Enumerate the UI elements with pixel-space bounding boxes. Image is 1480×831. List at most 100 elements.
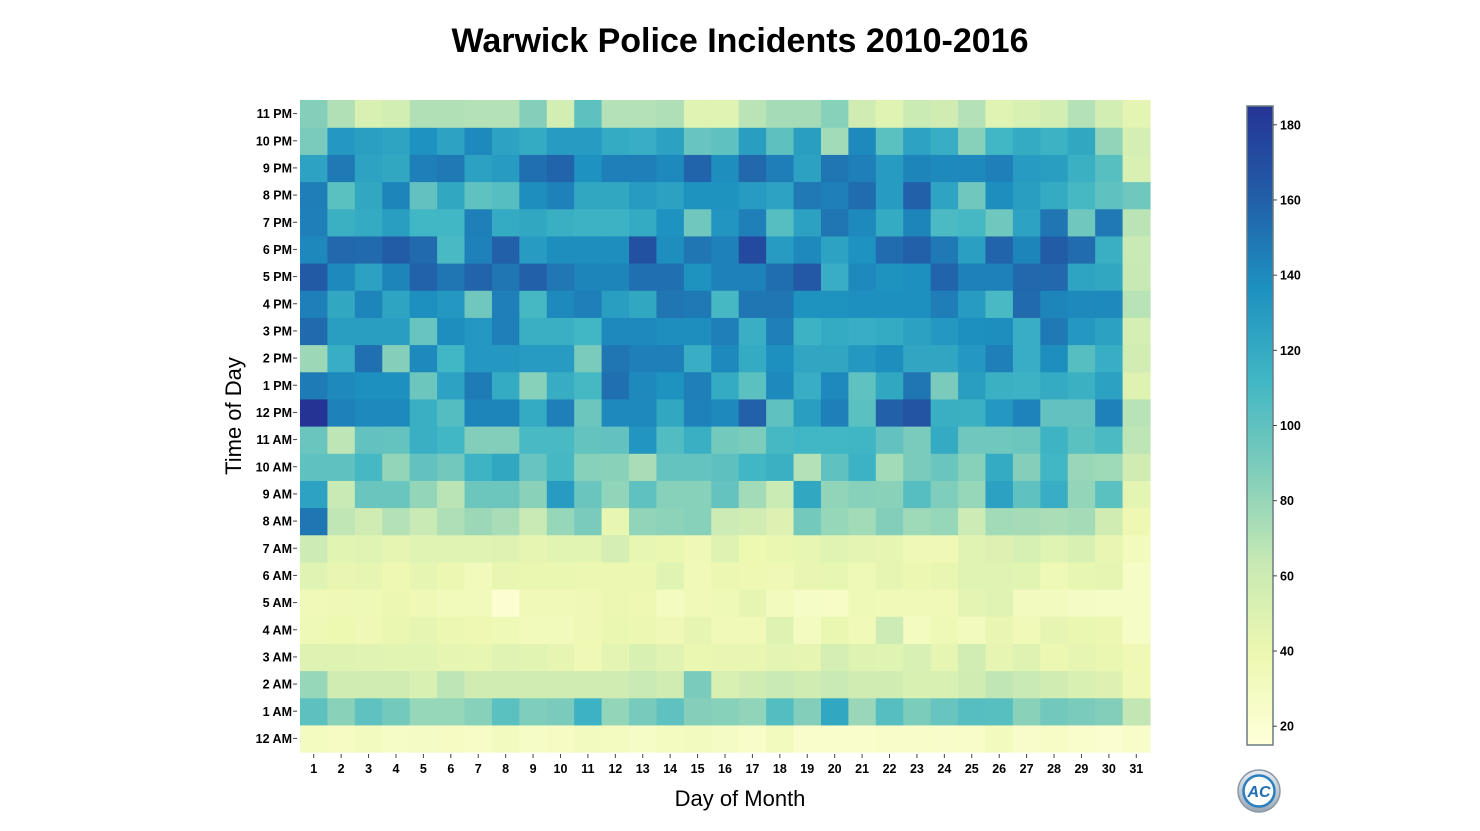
heatmap-cell (656, 589, 685, 617)
heatmap-cells (300, 100, 1151, 753)
heatmap-cell (875, 507, 904, 536)
heatmap-cell (1012, 616, 1041, 644)
heatmap-cell (1012, 561, 1041, 590)
heatmap-cell (1012, 154, 1041, 183)
heatmap-cell (327, 344, 356, 373)
heatmap-cell (793, 453, 822, 481)
heatmap-cell (519, 534, 548, 563)
heatmap-cell (930, 480, 959, 509)
heatmap-cell (656, 561, 685, 590)
heatmap-cell (1095, 263, 1124, 291)
x-tick-label: 18 (773, 762, 787, 776)
heatmap-cell (848, 290, 877, 318)
heatmap-cell (601, 100, 630, 128)
heatmap-cell (958, 181, 987, 210)
heatmap-cell (848, 426, 877, 454)
x-tick-label: 10 (554, 762, 568, 776)
heatmap-cell (738, 208, 767, 237)
x-tick-label: 6 (447, 762, 454, 776)
heatmap-cell (409, 480, 438, 509)
heatmap-cell (985, 697, 1014, 726)
heatmap-cell (574, 398, 603, 427)
heatmap-cell (903, 480, 932, 509)
colorbar-tick-label: 40 (1280, 645, 1294, 659)
heatmap-cell (382, 127, 411, 155)
heatmap-cell (1040, 561, 1069, 590)
heatmap-cell (574, 724, 603, 753)
heatmap-cell (464, 154, 493, 183)
heatmap-cell (327, 670, 356, 699)
heatmap-cell (1095, 534, 1124, 563)
y-tick-label: 4 PM (263, 297, 292, 311)
heatmap-cell (930, 263, 959, 291)
heatmap-cell (656, 426, 685, 454)
heatmap-cell (1122, 100, 1151, 128)
heatmap-cell (848, 670, 877, 699)
heatmap-cell (1095, 344, 1124, 373)
heatmap-cell (958, 398, 987, 427)
heatmap-cell (820, 480, 849, 509)
x-tick-label: 27 (1020, 762, 1034, 776)
x-tick-label: 17 (745, 762, 759, 776)
heatmap-cell (629, 643, 658, 672)
heatmap-cell (546, 100, 575, 128)
heatmap-cell (820, 127, 849, 155)
heatmap-cell (793, 426, 822, 454)
heatmap-cell (711, 127, 740, 155)
heatmap-cell (683, 616, 712, 644)
heatmap-cell (985, 616, 1014, 644)
heatmap-cell (601, 453, 630, 481)
heatmap-cell (683, 371, 712, 400)
heatmap-cell (382, 507, 411, 536)
heatmap-cell (1040, 181, 1069, 210)
heatmap-cell (519, 235, 548, 264)
y-tick-label: 6 PM (263, 243, 292, 257)
heatmap-cell (300, 589, 329, 617)
heatmap-cell (1040, 724, 1069, 753)
heatmap-cell (1095, 453, 1124, 481)
heatmap-cell (930, 670, 959, 699)
heatmap-cell (1095, 426, 1124, 454)
heatmap-cell (820, 697, 849, 726)
heatmap-cell (1040, 480, 1069, 509)
heatmap-cell (409, 426, 438, 454)
heatmap-cell (574, 670, 603, 699)
x-axis-ticks: 1 2 3 4 5 6 7 8 9 10 11 12 13 14 15 16 17 18 19 20 21 22 23 24 2… (310, 754, 1143, 776)
heatmap-cell (546, 589, 575, 617)
heatmap-cell (354, 100, 383, 128)
heatmap-cell (1040, 670, 1069, 699)
heatmap-cell (1095, 589, 1124, 617)
heatmap-cell (656, 127, 685, 155)
heatmap-cell (1067, 290, 1096, 318)
heatmap-cell (1122, 127, 1151, 155)
heatmap-cell (656, 507, 685, 536)
heatmap-cell (848, 697, 877, 726)
heatmap-cell (656, 724, 685, 753)
heatmap-cell (738, 290, 767, 318)
heatmap-cell (629, 127, 658, 155)
heatmap-cell (683, 534, 712, 563)
heatmap-cell (958, 670, 987, 699)
heatmap-cell (1095, 154, 1124, 183)
heatmap-cell (985, 507, 1014, 536)
heatmap-cell (1040, 344, 1069, 373)
heatmap-cell (382, 290, 411, 318)
heatmap-cell (1040, 643, 1069, 672)
heatmap-cell (601, 426, 630, 454)
heatmap-cell (409, 398, 438, 427)
heatmap-cell (327, 127, 356, 155)
heatmap-cell (409, 643, 438, 672)
heatmap-cell (300, 534, 329, 563)
heatmap-cell (382, 100, 411, 128)
heatmap-cell (1067, 127, 1096, 155)
heatmap-cell (738, 181, 767, 210)
heatmap-cell (519, 154, 548, 183)
heatmap-cell (464, 100, 493, 128)
heatmap-cell (930, 561, 959, 590)
heatmap-cell (437, 290, 466, 318)
heatmap-cell (711, 208, 740, 237)
y-axis-title: Time of Day (221, 357, 246, 475)
heatmap-cell (958, 235, 987, 264)
x-tick-label: 3 (365, 762, 372, 776)
heatmap-cell (766, 371, 795, 400)
